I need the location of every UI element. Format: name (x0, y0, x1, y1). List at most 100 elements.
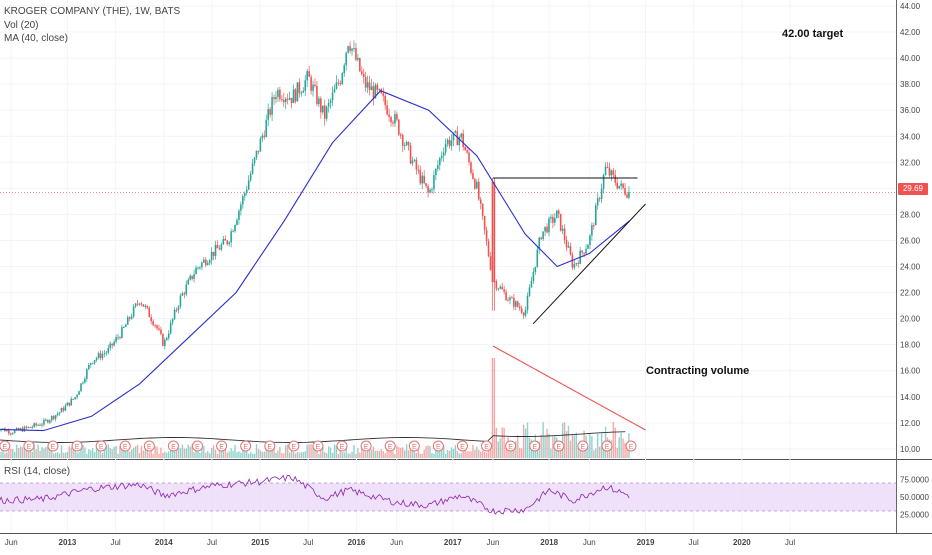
earnings-marker-label: E (556, 444, 561, 451)
candle-body (11, 433, 14, 435)
volume-bar (74, 448, 76, 458)
price-tick-label: 14.00 (900, 393, 921, 402)
volume-bar (224, 448, 226, 458)
ma-legend[interactable]: MA (40, close) (4, 33, 68, 44)
candle-body (318, 98, 320, 105)
volume-bar (4, 453, 6, 458)
volume-bar (277, 450, 279, 458)
volume-bar (169, 444, 172, 458)
candle-body (78, 391, 80, 395)
earnings-marker (312, 440, 324, 452)
candle-body (509, 297, 511, 301)
volume-bar (193, 452, 195, 458)
earnings-marker (119, 440, 131, 452)
candle-body (368, 82, 371, 91)
volume-bar (115, 446, 117, 458)
volume-bar (21, 446, 24, 458)
volume-bar (466, 451, 468, 458)
volume-bar (454, 445, 457, 458)
candle-body (111, 343, 113, 346)
volume-bar (413, 450, 416, 458)
earnings-marker-label: E (195, 444, 200, 451)
candle-body (321, 105, 324, 113)
candle-body (308, 71, 310, 77)
volume-legend[interactable]: Vol (20) (4, 20, 39, 31)
candle-body (485, 230, 488, 242)
volume-bar (318, 453, 320, 458)
time-tick-label: 2013 (59, 538, 77, 547)
volume-bar (308, 444, 310, 458)
candle-body (587, 245, 589, 249)
volume-bar (316, 447, 318, 458)
volume-bar (481, 450, 484, 458)
volume-bar (540, 434, 542, 458)
volume-bar (589, 434, 591, 458)
candle-body (559, 213, 562, 231)
candle-body (522, 312, 525, 316)
volume-bar (95, 446, 98, 458)
volume-bar (29, 447, 31, 458)
volume-bar (513, 447, 515, 458)
volume-bar (392, 451, 394, 458)
candle-body (407, 141, 410, 146)
candle-body (259, 138, 262, 152)
candle-body (591, 225, 593, 236)
volume-bar (569, 440, 572, 458)
volume-bar (429, 445, 431, 458)
price-tick-label: 24.00 (900, 263, 921, 272)
volume-bar (571, 434, 574, 458)
rsi-legend[interactable]: RSI (14, close) (4, 466, 71, 477)
candle-body (337, 82, 340, 84)
price-tick-label: 10.00 (900, 445, 921, 454)
candle-body (70, 398, 73, 406)
volume-bar (435, 444, 437, 458)
volume-bar (591, 436, 593, 458)
volume-bar (140, 445, 143, 458)
volume-bar (626, 445, 628, 458)
volume-bar (247, 453, 250, 458)
candle-body (388, 114, 390, 118)
time-tick-label: 2016 (348, 538, 366, 547)
candle-body (177, 306, 180, 311)
volume-bar (345, 446, 347, 458)
candle-body (341, 73, 344, 85)
volume-bar (62, 452, 65, 458)
price-tick-label: 12.00 (900, 419, 921, 428)
earnings-marker-label: E (219, 444, 224, 451)
earnings-marker (505, 440, 517, 452)
candle-body (175, 309, 178, 311)
candle-body (335, 82, 338, 89)
candle-body (329, 100, 332, 103)
volume-bar (285, 445, 287, 458)
earnings-marker-label: E (243, 444, 248, 451)
candle-body (320, 98, 322, 113)
volume-bar (15, 444, 18, 458)
candle-body (612, 170, 615, 175)
volume-bar (353, 444, 355, 458)
candle-body (327, 102, 330, 107)
candle-body (17, 428, 20, 430)
earnings-marker-label: E (147, 444, 152, 451)
symbol-legend[interactable]: KROGER COMPANY (THE), 1W, BATS (4, 6, 181, 17)
volume-bar (320, 449, 322, 458)
candle-body (58, 412, 61, 414)
volume-bar (189, 446, 191, 458)
volume-bar (51, 448, 53, 458)
volume-bar (423, 449, 425, 458)
volume-bar (499, 438, 501, 458)
volume-bar (503, 427, 505, 458)
volume-bar (333, 444, 336, 458)
candle-body (516, 301, 519, 307)
candle-body (132, 306, 135, 317)
candle-body (569, 246, 572, 255)
candle-body (557, 210, 560, 214)
candle-body (386, 105, 388, 115)
volume-bar (341, 452, 343, 458)
candle-body (107, 347, 110, 353)
candle-body (538, 237, 541, 250)
volume-bar (565, 431, 568, 458)
candle-body (333, 88, 336, 93)
volume-bar (409, 447, 412, 458)
